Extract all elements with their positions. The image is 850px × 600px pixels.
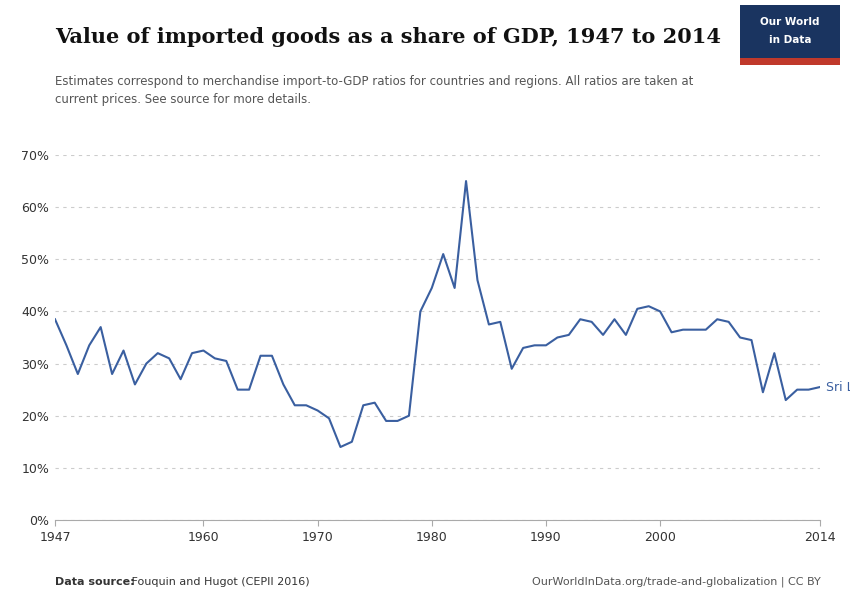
Text: in Data: in Data: [768, 35, 811, 45]
Text: Our World: Our World: [760, 17, 819, 27]
Text: Estimates correspond to merchandise import-to-GDP ratios for countries and regio: Estimates correspond to merchandise impo…: [55, 75, 694, 106]
FancyBboxPatch shape: [740, 58, 840, 65]
Text: Fouquin and Hugot (CEPII 2016): Fouquin and Hugot (CEPII 2016): [128, 577, 309, 587]
Text: Value of imported goods as a share of GDP, 1947 to 2014: Value of imported goods as a share of GD…: [55, 27, 722, 47]
Text: Sri Lanka: Sri Lanka: [825, 380, 850, 394]
Text: Data source:: Data source:: [55, 577, 135, 587]
Text: OurWorldInData.org/trade-and-globalization | CC BY: OurWorldInData.org/trade-and-globalizati…: [531, 576, 820, 587]
FancyBboxPatch shape: [740, 5, 840, 65]
